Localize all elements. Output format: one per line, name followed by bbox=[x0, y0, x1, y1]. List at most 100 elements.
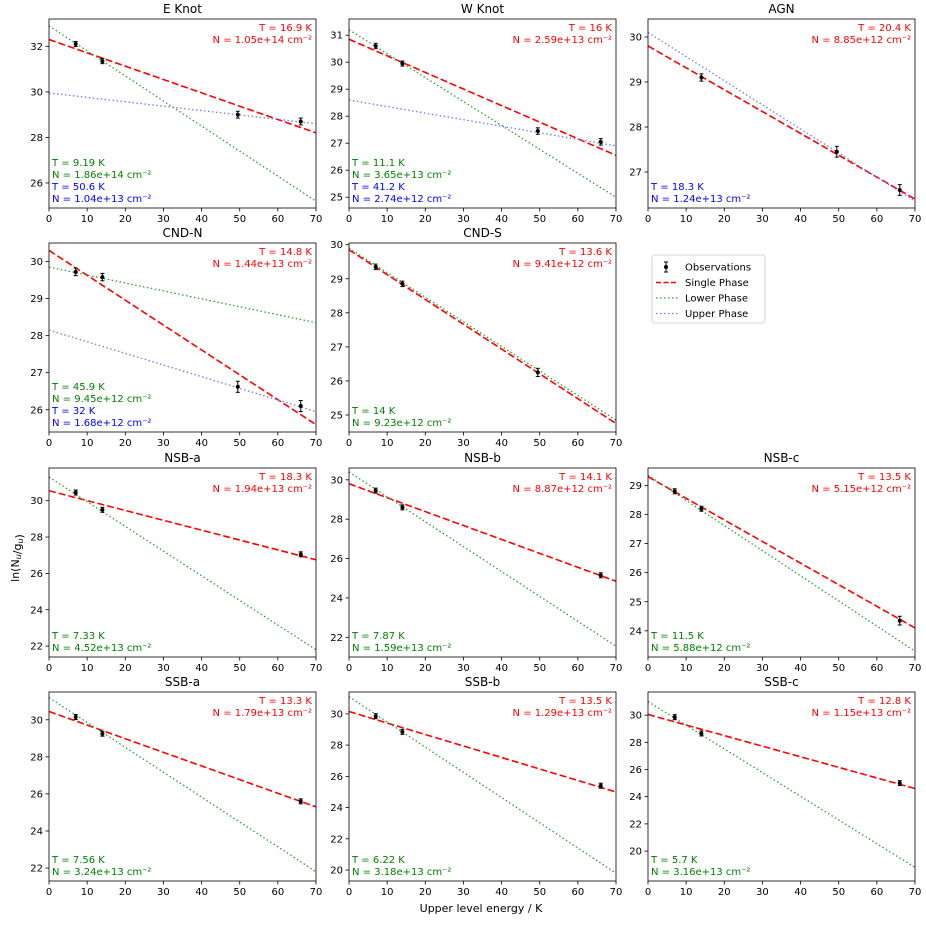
y-tick-label: 28 bbox=[30, 133, 43, 144]
lower-phase-fit-line bbox=[49, 697, 316, 873]
x-tick-label: 20 bbox=[419, 438, 432, 449]
single-phase-column-density: N = 8.85e+12 cm⁻² bbox=[812, 35, 911, 46]
panel-nsb-c: NSB-c 0 10 20 30 40 50 60 70 24 25 26 27 28 29 T = 13.5… bbox=[629, 451, 921, 674]
x-tick-label: 10 bbox=[381, 887, 394, 898]
lower-phase-fit-line bbox=[49, 266, 316, 324]
x-tick-label: 60 bbox=[870, 663, 883, 674]
x-tick-label: 70 bbox=[610, 663, 623, 674]
axes-frame bbox=[348, 18, 617, 209]
panel-title: CND-S bbox=[463, 226, 502, 240]
y-tick-label: 29 bbox=[330, 85, 343, 96]
x-tick-label: 10 bbox=[81, 887, 94, 898]
axes-frame bbox=[348, 691, 617, 882]
y-tick-label: 26 bbox=[629, 568, 642, 579]
lower-phase-temperature: T = 11.5 K bbox=[650, 631, 704, 642]
axes-frame bbox=[48, 18, 317, 209]
lower-phase-fit-line bbox=[349, 471, 616, 647]
x-tick-label: 10 bbox=[680, 214, 693, 225]
y-tick-label: 26 bbox=[30, 405, 43, 416]
upper-phase-fit-line bbox=[49, 329, 316, 413]
x-tick-label: 60 bbox=[870, 214, 883, 225]
x-tick-label: 0 bbox=[46, 438, 52, 449]
y-tick-label: 27 bbox=[629, 168, 642, 179]
y-tick-label: 28 bbox=[30, 331, 43, 342]
observation-point bbox=[373, 713, 378, 720]
single-phase-temperature: T = 18.3 K bbox=[258, 472, 312, 483]
observation-point bbox=[834, 145, 839, 158]
single-phase-temperature: T = 20.4 K bbox=[857, 23, 911, 34]
panel-nsb-a: NSB-a 0 10 20 30 40 50 60 70 22 24 26 28 30 T = 18.3 K… bbox=[30, 451, 322, 674]
lower-phase-fit-line bbox=[648, 700, 915, 868]
single-phase-fit-line bbox=[349, 38, 616, 157]
x-tick-label: 60 bbox=[271, 887, 284, 898]
single-phase-temperature: T = 13.5 K bbox=[857, 472, 911, 483]
observation-point bbox=[100, 730, 105, 737]
y-tick-label: 28 bbox=[30, 533, 43, 544]
x-tick-label: 60 bbox=[571, 438, 584, 449]
panel-title: NSB-b bbox=[464, 451, 501, 465]
upper-phase-temperature: T = 32 K bbox=[51, 406, 96, 417]
y-tick-label: 24 bbox=[330, 593, 343, 604]
single-phase-temperature: T = 16 K bbox=[568, 23, 613, 34]
single-phase-temperature: T = 12.8 K bbox=[857, 696, 911, 707]
x-tick-label: 60 bbox=[271, 214, 284, 225]
observation-point bbox=[373, 487, 378, 494]
panel-w-knot: W Knot 0 10 20 30 40 50 60 70 25 26 27 28 29 30 31 T = 1… bbox=[330, 2, 622, 225]
axes-frame bbox=[48, 467, 317, 658]
y-tick-label: 27 bbox=[330, 139, 343, 150]
x-tick-label: 30 bbox=[756, 214, 769, 225]
x-tick-label: 60 bbox=[571, 663, 584, 674]
upper-phase-fit-line bbox=[349, 99, 616, 147]
legend-item-observations: Observations bbox=[664, 261, 751, 274]
lower-phase-temperature: T = 9.19 K bbox=[51, 158, 105, 169]
observation-point bbox=[400, 280, 405, 288]
lower-phase-temperature: T = 7.56 K bbox=[51, 855, 105, 866]
legend-label: Observations bbox=[685, 263, 751, 274]
lower-phase-fit-line bbox=[49, 25, 316, 202]
x-tick-label: 0 bbox=[46, 214, 52, 225]
x-tick-label: 60 bbox=[571, 214, 584, 225]
x-tick-label: 0 bbox=[645, 214, 651, 225]
lower-phase-column-density: N = 3.65e+13 cm⁻² bbox=[352, 170, 451, 181]
axes-frame bbox=[647, 691, 916, 882]
x-tick-label: 70 bbox=[310, 214, 323, 225]
legend-label: Upper Phase bbox=[685, 309, 748, 320]
y-tick-label: 30 bbox=[330, 240, 343, 251]
y-tick-label: 27 bbox=[629, 539, 642, 550]
y-tick-label: 22 bbox=[30, 642, 43, 653]
y-tick-label: 30 bbox=[30, 715, 43, 726]
single-phase-temperature: T = 13.5 K bbox=[558, 696, 612, 707]
y-tick-label: 22 bbox=[330, 834, 343, 845]
legend-item-single-phase: Single Phase bbox=[656, 278, 749, 289]
single-phase-column-density: N = 9.41e+12 cm⁻² bbox=[513, 259, 612, 270]
y-tick-label: 22 bbox=[629, 819, 642, 830]
x-tick-label: 10 bbox=[381, 438, 394, 449]
y-tick-label: 30 bbox=[330, 709, 343, 720]
panel-ssb-c: SSB-c 0 10 20 30 40 50 60 70 20 22 24 26 28 30 T = 12.8… bbox=[629, 675, 921, 898]
observation-point bbox=[400, 504, 405, 511]
x-tick-label: 60 bbox=[271, 438, 284, 449]
y-tick-label: 29 bbox=[330, 274, 343, 285]
observation-point bbox=[598, 782, 603, 789]
observation-point bbox=[699, 73, 704, 82]
y-tick-label: 32 bbox=[30, 42, 43, 53]
x-tick-label: 50 bbox=[233, 438, 246, 449]
single-phase-fit-line bbox=[49, 38, 316, 134]
upper-phase-temperature: T = 50.6 K bbox=[51, 182, 105, 193]
x-tick-label: 40 bbox=[195, 438, 208, 449]
observation-point bbox=[699, 505, 704, 512]
observation-point bbox=[897, 780, 902, 787]
lower-phase-column-density: N = 5.88e+12 cm⁻² bbox=[651, 643, 750, 654]
observation-point bbox=[298, 400, 303, 413]
observation-point bbox=[235, 110, 240, 119]
upper-phase-column-density: N = 1.24e+13 cm⁻² bbox=[651, 194, 750, 205]
panel-title: SSB-a bbox=[165, 675, 200, 689]
y-tick-label: 28 bbox=[30, 752, 43, 763]
x-tick-label: 50 bbox=[832, 887, 845, 898]
y-tick-label: 25 bbox=[629, 597, 642, 608]
x-tick-label: 20 bbox=[419, 214, 432, 225]
x-tick-label: 30 bbox=[457, 663, 470, 674]
observation-point bbox=[400, 728, 405, 735]
x-tick-label: 0 bbox=[46, 663, 52, 674]
observation-point bbox=[598, 138, 603, 146]
